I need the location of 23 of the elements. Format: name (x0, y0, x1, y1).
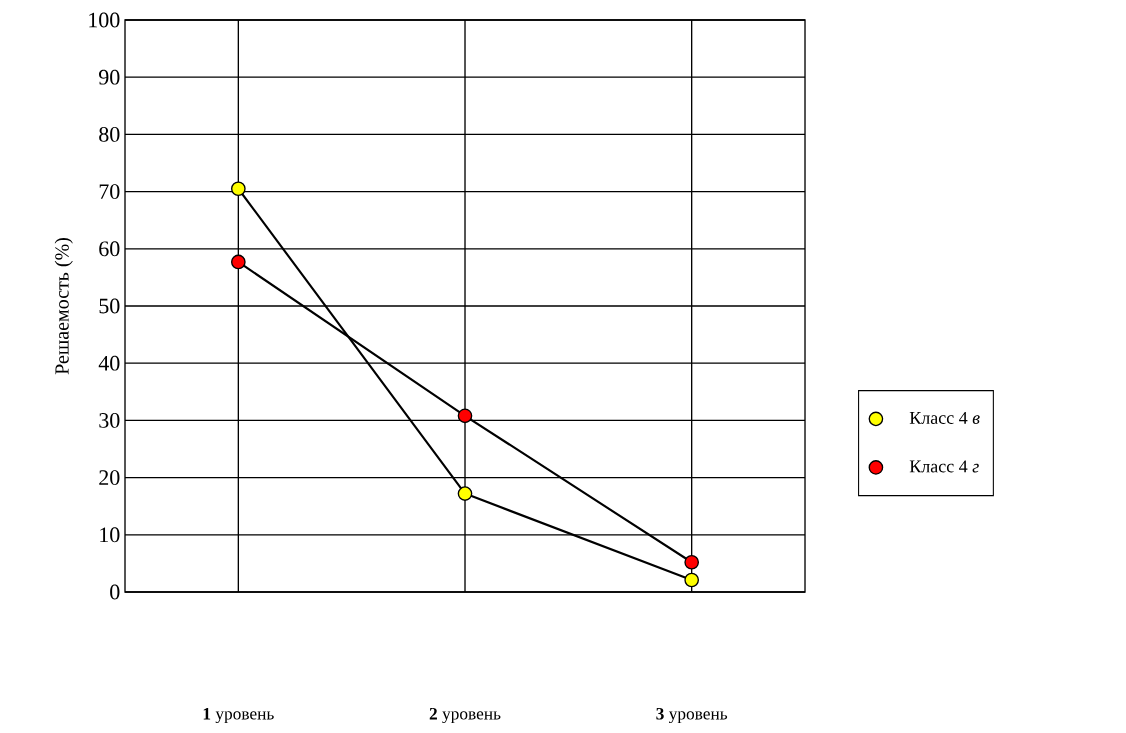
x-tick-label: 3 уровень (656, 707, 728, 724)
point (457, 408, 473, 424)
y-tick-label: 70 (99, 184, 120, 200)
x-tick-label: 2 уровень (429, 707, 501, 724)
point (457, 486, 473, 501)
legend-label: Класс 4 в (909, 411, 980, 424)
y-tick-label: 0 (110, 584, 120, 600)
y-tick-label: 40 (98, 355, 120, 371)
point (231, 254, 246, 270)
y-tick-label: 80 (99, 126, 120, 142)
y-tick-label: 20 (99, 470, 120, 486)
point (684, 572, 700, 588)
y-tick-label: 60 (99, 241, 120, 257)
y-axis-title: Решаемость (%) (54, 238, 73, 375)
point (231, 181, 246, 197)
x-tick-label: 1 уровень (203, 707, 274, 724)
y-tick-label: 50 (99, 298, 120, 314)
y-tick-label: 100 (89, 12, 120, 28)
point (684, 554, 700, 570)
y-tick-label: 30 (99, 412, 120, 428)
legend-label: Класс 4 г (909, 460, 979, 473)
y-tick-label: 10 (100, 527, 120, 543)
y-tick-label: 90 (99, 69, 120, 85)
